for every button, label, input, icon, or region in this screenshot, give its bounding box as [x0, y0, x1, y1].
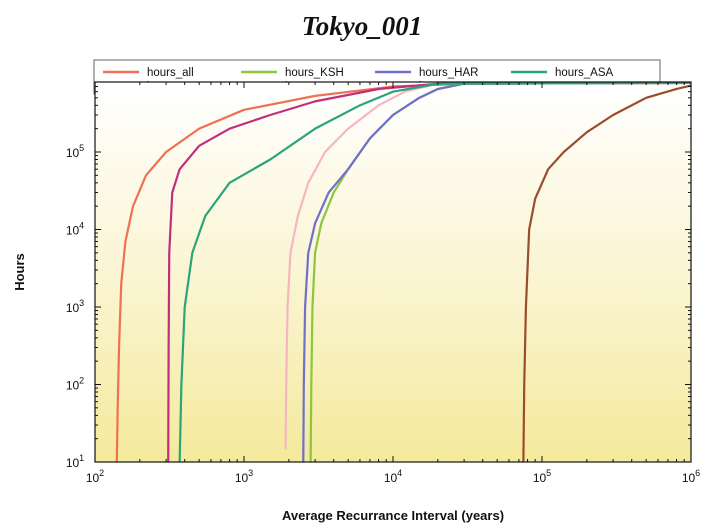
chart-title: Tokyo_001 — [302, 11, 423, 41]
x-tick-label-base: 10 — [86, 471, 100, 485]
y-tick-label: 105 — [66, 143, 84, 160]
y-tick-label-base: 10 — [66, 146, 80, 160]
y-tick-label-exponent: 3 — [79, 298, 84, 308]
y-tick-label-base: 10 — [66, 223, 80, 237]
legend-label-hours_ASA: hours_ASA — [555, 67, 614, 79]
series-line-hours_FUJ — [167, 82, 691, 462]
y-tick-label: 104 — [66, 220, 84, 237]
series-line-hours_KYA — [522, 84, 691, 462]
x-tick-label-base: 10 — [235, 471, 249, 485]
x-tick-label: 102 — [86, 468, 104, 485]
x-tick-label: 106 — [682, 468, 700, 485]
y-tick-label-exponent: 5 — [79, 143, 84, 153]
y-tick-label: 103 — [66, 298, 84, 315]
x-tick-label: 105 — [533, 468, 551, 485]
x-tick-label: 104 — [384, 468, 402, 485]
legend-label-hours_HAR: hours_HAR — [419, 67, 478, 79]
y-tick-label-exponent: 1 — [79, 453, 84, 463]
plot-frame — [94, 81, 692, 463]
x-tick-label-exponent: 3 — [248, 468, 253, 478]
y-tick-label: 102 — [66, 375, 84, 392]
series-line-hours_HAR — [302, 82, 691, 462]
y-tick-label-exponent: 2 — [79, 375, 84, 385]
x-tick-label-base: 10 — [533, 471, 547, 485]
x-tick-label: 103 — [235, 468, 253, 485]
x-tick-label-exponent: 5 — [546, 468, 551, 478]
plot-area — [95, 82, 691, 462]
y-tick-label-base: 10 — [66, 378, 80, 392]
x-tick-label-exponent: 4 — [397, 468, 402, 478]
x-axis-label: Average Recurrance Interval (years) — [282, 508, 504, 523]
series-line-hours_HAK — [284, 82, 691, 450]
x-tick-label-exponent: 2 — [99, 468, 104, 478]
series-line-hours_ASA — [178, 82, 691, 462]
y-tick-label-base: 10 — [66, 301, 80, 315]
y-tick-label-base: 10 — [66, 456, 80, 470]
y-tick-label: 101 — [66, 453, 84, 470]
y-axis-label: Hours — [12, 253, 27, 291]
legend-label-hours_all: hours_all — [147, 67, 194, 79]
x-tick-label-exponent: 6 — [695, 468, 700, 478]
legend-label-hours_KSH: hours_KSH — [285, 67, 344, 79]
y-tick-label-exponent: 4 — [79, 220, 84, 230]
x-tick-label-base: 10 — [682, 471, 696, 485]
x-tick-label-base: 10 — [384, 471, 398, 485]
series-layer — [115, 82, 691, 462]
